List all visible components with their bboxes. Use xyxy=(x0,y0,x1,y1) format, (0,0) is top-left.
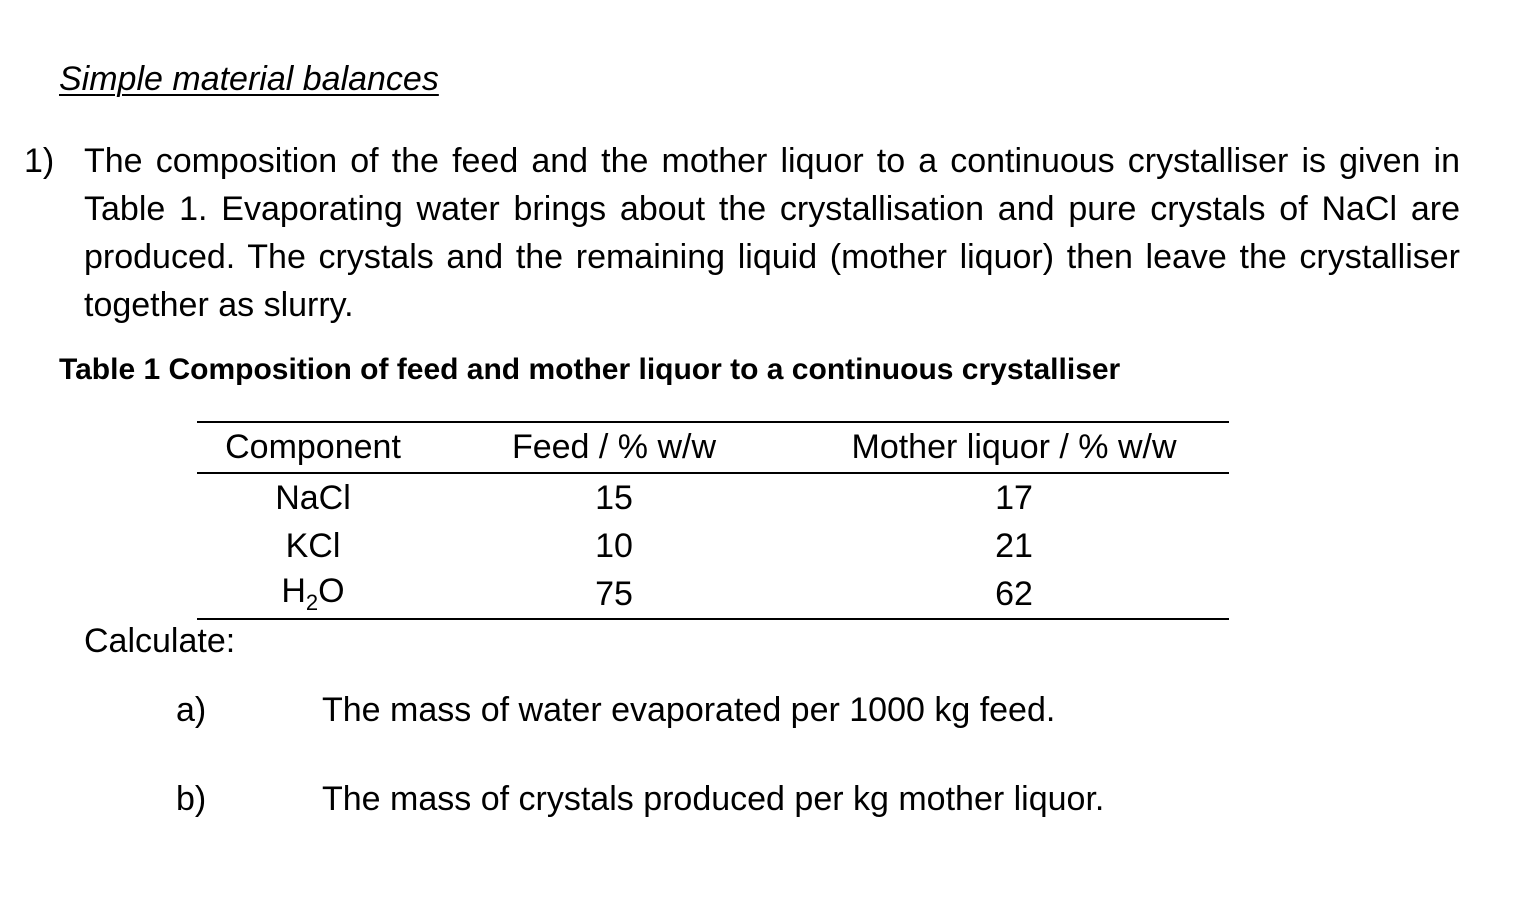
cell-mother-liquor: 21 xyxy=(995,526,1033,565)
cell-component: NaCl xyxy=(275,478,351,517)
cell-feed: 15 xyxy=(595,478,633,517)
header-feed: Feed / % w/w xyxy=(429,421,799,474)
formula-tail: O xyxy=(318,572,345,611)
cell-component: H2O xyxy=(197,570,429,620)
table-header-row: Component Feed / % w/w Mother liquor / %… xyxy=(197,421,1229,474)
composition-table: Component Feed / % w/w Mother liquor / %… xyxy=(197,421,1229,620)
part-label: a) xyxy=(176,691,207,729)
cell-component: KCl xyxy=(285,526,341,565)
cell-mother-liquor: 62 xyxy=(799,570,1229,620)
table-row: H2O 75 62 xyxy=(197,570,1229,620)
part-text: The mass of water evaporated per 1000 kg… xyxy=(322,691,1056,729)
table-row: KCl 10 21 xyxy=(197,522,1229,570)
formula-base: H xyxy=(281,572,306,611)
part-label: b) xyxy=(176,780,207,818)
question-text: The composition of the feed and the moth… xyxy=(84,142,1460,324)
part-a: a) The mass of water evaporated per 1000… xyxy=(0,686,1538,734)
cell-feed: 75 xyxy=(429,570,799,620)
header-component: Component xyxy=(197,421,429,474)
page-heading: Simple material balances xyxy=(59,60,439,98)
formula-subscript: 2 xyxy=(305,589,319,615)
calculate-label: Calculate: xyxy=(84,622,236,660)
table-caption: Table 1 Composition of feed and mother l… xyxy=(59,353,1121,386)
table-row: NaCl 15 17 xyxy=(197,473,1229,522)
part-text: The mass of crystals produced per kg mot… xyxy=(322,780,1105,818)
cell-mother-liquor: 17 xyxy=(995,478,1033,517)
question-number: 1) xyxy=(24,142,55,180)
cell-feed: 10 xyxy=(595,526,633,565)
part-b: b) The mass of crystals produced per kg … xyxy=(0,775,1538,823)
header-mother-liquor: Mother liquor / % w/w xyxy=(799,421,1229,474)
